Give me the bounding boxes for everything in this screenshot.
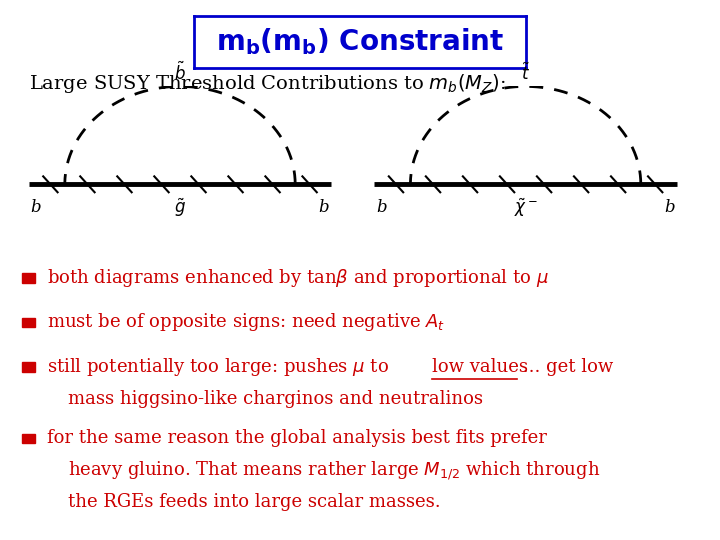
Bar (22, 318, 35, 327)
Text: ... get low: ... get low (517, 357, 613, 376)
Text: for the same reason the global analysis best fits prefer: for the same reason the global analysis … (47, 429, 546, 448)
Text: $\tilde{\chi}^-$: $\tilde{\chi}^-$ (514, 197, 537, 219)
Text: must be of opposite signs: need negative $A_t$: must be of opposite signs: need negative… (47, 312, 445, 333)
Text: mass higgsino-like charginos and neutralinos: mass higgsino-like charginos and neutral… (68, 389, 483, 408)
Bar (22, 362, 35, 372)
Text: b: b (319, 199, 329, 216)
Text: b: b (377, 199, 387, 216)
Bar (22, 434, 35, 443)
Text: $\tilde{t}$: $\tilde{t}$ (521, 62, 530, 84)
Text: heavy gluino. That means rather large $M_{1/2}$ which through: heavy gluino. That means rather large $M… (68, 459, 600, 482)
Text: $\mathbf{m_b(m_b)}$ $\mathbf{Constraint}$: $\mathbf{m_b(m_b)}$ $\mathbf{Constraint}… (216, 26, 504, 57)
Text: $\tilde{b}$: $\tilde{b}$ (174, 62, 186, 84)
Text: b: b (31, 199, 41, 216)
Bar (22, 273, 35, 283)
Text: b: b (665, 199, 675, 216)
Text: Large SUSY Threshold Contributions to $m_b(M_Z)$:: Large SUSY Threshold Contributions to $m… (29, 72, 505, 95)
Text: the RGEs feeds into large scalar masses.: the RGEs feeds into large scalar masses. (68, 493, 441, 511)
Text: low values: low values (432, 357, 528, 376)
Text: both diagrams enhanced by tan$\beta$ and proportional to $\mu$: both diagrams enhanced by tan$\beta$ and… (47, 267, 549, 289)
Text: still potentially too large: pushes $\mu$ to: still potentially too large: pushes $\mu… (47, 356, 390, 377)
Text: $\tilde{g}$: $\tilde{g}$ (174, 197, 186, 219)
